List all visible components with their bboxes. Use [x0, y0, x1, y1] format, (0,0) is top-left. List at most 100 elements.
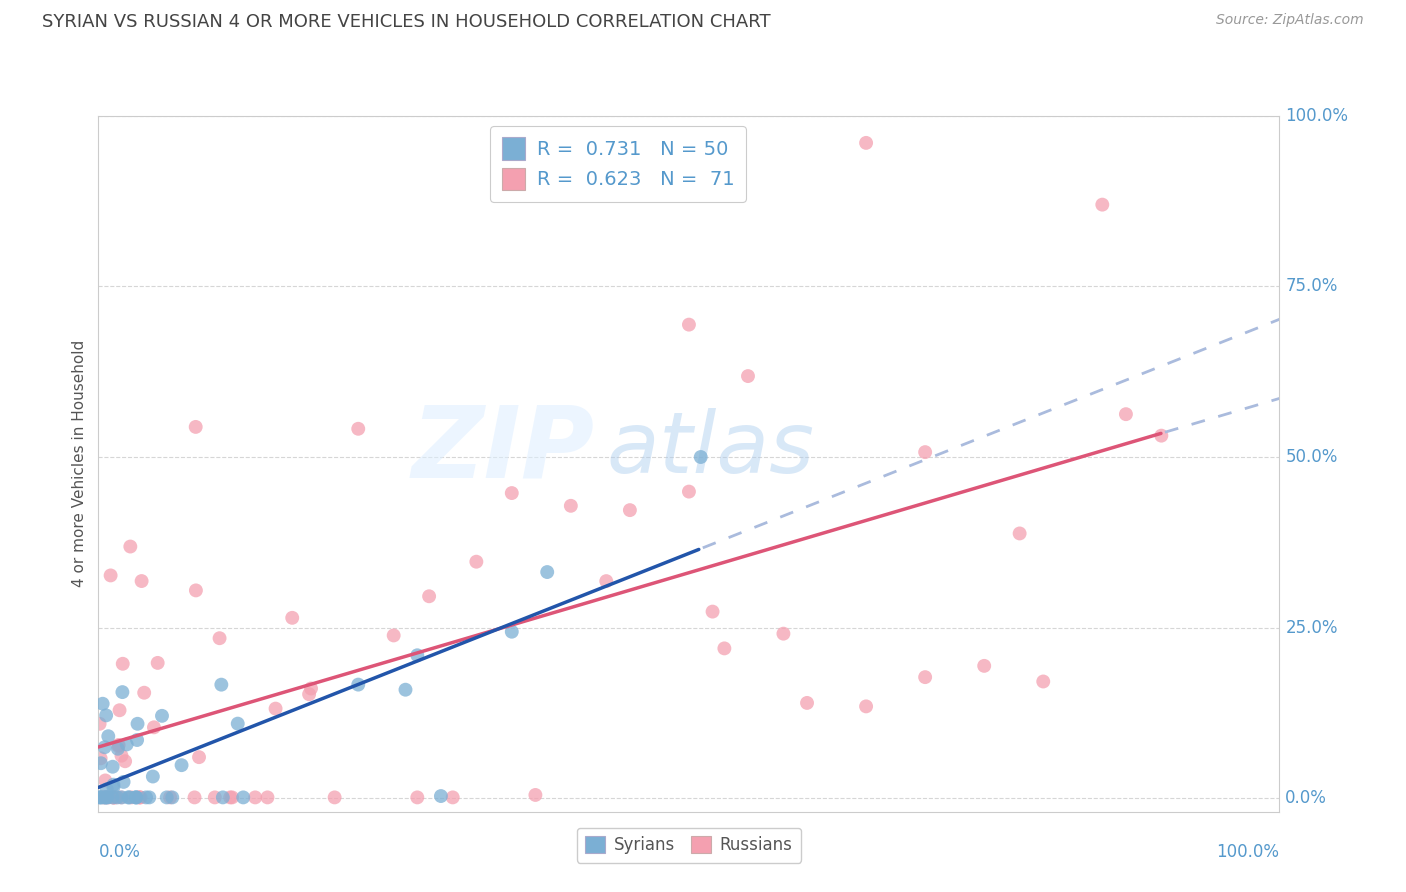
Point	[94, 790, 117, 805]
Point	[394, 682, 416, 697]
Point	[209, 678, 232, 692]
Point	[183, 790, 205, 805]
Text: Source: ZipAtlas.com: Source: ZipAtlas.com	[1216, 13, 1364, 28]
Point	[97, 790, 120, 805]
Point	[406, 790, 429, 805]
Point	[170, 758, 193, 772]
Point	[796, 696, 818, 710]
Point	[221, 790, 243, 805]
Point	[101, 790, 124, 805]
Point	[1091, 197, 1114, 211]
Point	[93, 740, 115, 755]
Point	[97, 790, 120, 805]
Point	[110, 748, 132, 763]
Point	[114, 754, 136, 768]
Point	[298, 687, 321, 701]
Point	[430, 789, 453, 803]
Point	[678, 318, 700, 332]
Point	[112, 775, 135, 789]
Point	[125, 790, 148, 805]
Point	[125, 790, 148, 805]
Point	[111, 790, 134, 805]
Point	[94, 708, 117, 723]
Point	[226, 716, 249, 731]
Point	[134, 686, 156, 700]
Point	[91, 697, 114, 711]
Text: 75.0%: 75.0%	[1285, 277, 1337, 295]
Point	[90, 756, 112, 771]
Point	[97, 729, 120, 743]
Point	[347, 422, 370, 436]
Point	[1150, 428, 1173, 442]
Point	[104, 790, 127, 805]
Point	[110, 790, 132, 805]
Point	[619, 503, 641, 517]
Point	[501, 624, 523, 639]
Point	[103, 780, 125, 795]
Point	[772, 626, 794, 640]
Point	[135, 790, 157, 805]
Point	[111, 657, 134, 671]
Point	[159, 790, 181, 805]
Point	[107, 741, 129, 756]
Point	[162, 790, 184, 805]
Point	[96, 782, 118, 797]
Point	[184, 420, 207, 434]
Point	[101, 760, 124, 774]
Point	[501, 486, 523, 500]
Point	[713, 641, 735, 656]
Point	[689, 450, 711, 464]
Point	[595, 574, 617, 588]
Point	[125, 733, 148, 747]
Y-axis label: 4 or more Vehicles in Household: 4 or more Vehicles in Household	[72, 340, 87, 588]
Point	[107, 738, 129, 752]
Point	[1032, 674, 1054, 689]
Point	[143, 720, 166, 734]
Point	[118, 790, 141, 805]
Point	[103, 790, 125, 805]
Point	[131, 574, 153, 588]
Text: 100.0%: 100.0%	[1216, 843, 1279, 861]
Point	[89, 790, 111, 805]
Point	[90, 790, 112, 805]
Point	[264, 701, 287, 715]
Point	[150, 709, 173, 723]
Point	[382, 628, 405, 642]
Point	[107, 739, 129, 753]
Point	[117, 790, 139, 805]
Point	[124, 790, 146, 805]
Point	[245, 790, 267, 805]
Legend: Syrians, Russians: Syrians, Russians	[576, 828, 801, 863]
Point	[93, 790, 115, 805]
Point	[208, 631, 231, 645]
Point	[232, 790, 254, 805]
Point	[128, 790, 150, 805]
Point	[184, 583, 207, 598]
Point	[115, 738, 138, 752]
Point	[89, 790, 111, 805]
Point	[127, 716, 149, 731]
Point	[188, 750, 211, 764]
Point	[1008, 526, 1031, 541]
Point	[418, 589, 440, 603]
Point	[94, 790, 117, 805]
Point	[855, 136, 877, 150]
Point	[91, 790, 114, 805]
Point	[120, 540, 142, 554]
Point	[973, 658, 995, 673]
Point	[94, 773, 117, 788]
Point	[90, 751, 112, 765]
Point	[103, 790, 125, 805]
Point	[120, 790, 142, 805]
Point	[702, 605, 724, 619]
Point	[105, 790, 128, 805]
Point	[914, 445, 936, 459]
Text: atlas: atlas	[606, 409, 814, 491]
Point	[89, 716, 111, 731]
Point	[914, 670, 936, 684]
Point	[855, 699, 877, 714]
Point	[219, 790, 242, 805]
Point	[111, 685, 134, 699]
Point	[465, 555, 488, 569]
Point	[103, 778, 125, 792]
